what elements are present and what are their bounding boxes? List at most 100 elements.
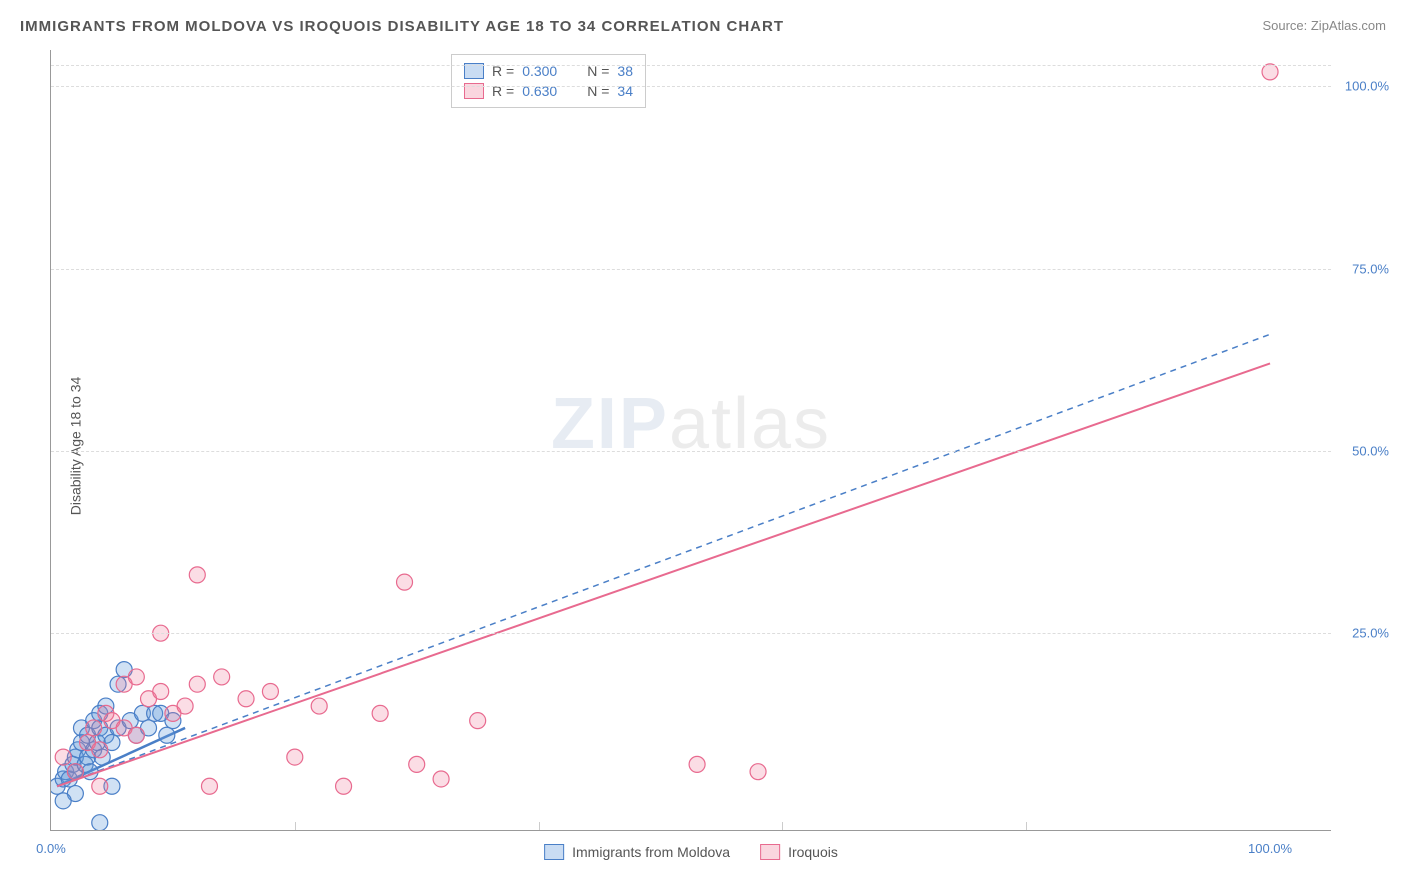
data-point-moldova [110,676,126,692]
data-point-moldova [67,764,83,780]
data-point-iroquois [55,749,71,765]
chart-title: IMMIGRANTS FROM MOLDOVA VS IROQUOIS DISA… [20,18,784,35]
y-tick-label: 25.0% [1352,626,1389,641]
legend-item-iroquois: Iroquois [760,842,838,862]
x-tick-minor [782,822,783,830]
data-point-moldova [73,720,89,736]
trendline-moldova [57,334,1270,786]
trendline-short-moldova [57,728,185,786]
legend-item-moldova: Immigrants from Moldova [544,842,730,862]
data-point-moldova [67,749,83,765]
data-point-iroquois [165,705,181,721]
data-point-moldova [104,735,120,751]
bottom-legend: Immigrants from Moldova Iroquois [544,842,838,862]
data-point-moldova [55,771,71,787]
x-tick-minor [1026,822,1027,830]
data-point-iroquois [153,683,169,699]
data-point-iroquois [86,720,102,736]
n-value: 34 [617,83,633,99]
data-point-iroquois [189,567,205,583]
swatch-pink-icon [464,83,484,99]
data-point-moldova [104,778,120,794]
chart-container: IMMIGRANTS FROM MOLDOVA VS IROQUOIS DISA… [0,0,1406,892]
data-point-moldova [165,713,181,729]
stats-legend-row: R = 0.630 N = 34 [464,81,633,101]
y-tick-label: 75.0% [1352,261,1389,276]
gridline-h [51,86,1331,87]
legend-label-iroquois: Iroquois [788,844,838,860]
data-point-iroquois [409,756,425,772]
data-point-iroquois [470,713,486,729]
data-point-iroquois [750,764,766,780]
chart-svg [51,50,1331,830]
data-point-iroquois [397,574,413,590]
data-point-iroquois [177,698,193,714]
data-point-iroquois [104,713,120,729]
data-point-iroquois [689,756,705,772]
data-point-moldova [67,786,83,802]
data-point-moldova [141,720,157,736]
data-point-moldova [98,727,114,743]
data-point-iroquois [141,691,157,707]
data-point-moldova [94,749,110,765]
data-point-moldova [70,742,86,758]
watermark-thin: atlas [669,384,831,464]
data-point-iroquois [311,698,327,714]
y-tick-label: 100.0% [1345,79,1389,94]
swatch-blue-icon [544,844,564,860]
data-point-moldova [82,764,98,780]
data-point-iroquois [92,742,108,758]
data-point-iroquois [214,669,230,685]
data-point-iroquois [238,691,254,707]
data-point-moldova [92,815,108,830]
data-point-moldova [153,705,169,721]
data-point-iroquois [262,683,278,699]
gridline-h [51,65,1331,66]
r-value: 0.630 [522,83,557,99]
data-point-iroquois [98,705,114,721]
data-point-moldova [55,793,71,809]
source-prefix: Source: [1262,18,1310,33]
swatch-pink-icon [760,844,780,860]
data-point-moldova [92,720,108,736]
x-tick-minor [295,822,296,830]
source-link[interactable]: ZipAtlas.com [1311,18,1386,33]
data-point-moldova [61,771,77,787]
data-point-moldova [92,705,108,721]
data-point-moldova [89,735,105,751]
data-point-iroquois [116,676,132,692]
data-point-iroquois [67,764,83,780]
data-point-moldova [98,698,114,714]
x-tick-label: 0.0% [36,841,66,856]
data-point-iroquois [128,669,144,685]
trendline-iroquois [57,363,1270,786]
data-point-moldova [128,727,144,743]
data-point-moldova [110,720,126,736]
r-label: R = [492,83,514,99]
data-point-iroquois [201,778,217,794]
watermark: ZIPatlas [551,383,831,465]
data-point-iroquois [92,778,108,794]
data-point-moldova [86,713,102,729]
data-point-iroquois [80,735,96,751]
data-point-moldova [159,727,175,743]
n-label: N = [587,83,609,99]
data-point-moldova [116,662,132,678]
data-point-iroquois [433,771,449,787]
stats-legend: R =0.300N =38R =0.630N =34 [451,54,646,108]
source-attribution: Source: ZipAtlas.com [1262,18,1386,33]
data-point-iroquois [128,727,144,743]
data-point-iroquois [189,676,205,692]
data-point-moldova [77,756,93,772]
data-point-moldova [65,756,81,772]
x-tick-minor [539,822,540,830]
y-tick-label: 50.0% [1352,443,1389,458]
gridline-h [51,633,1331,634]
data-point-iroquois [116,720,132,736]
data-point-iroquois [336,778,352,794]
data-point-moldova [73,735,89,751]
x-tick-label: 100.0% [1248,841,1292,856]
gridline-h [51,269,1331,270]
gridline-h [51,451,1331,452]
data-point-moldova [134,705,150,721]
